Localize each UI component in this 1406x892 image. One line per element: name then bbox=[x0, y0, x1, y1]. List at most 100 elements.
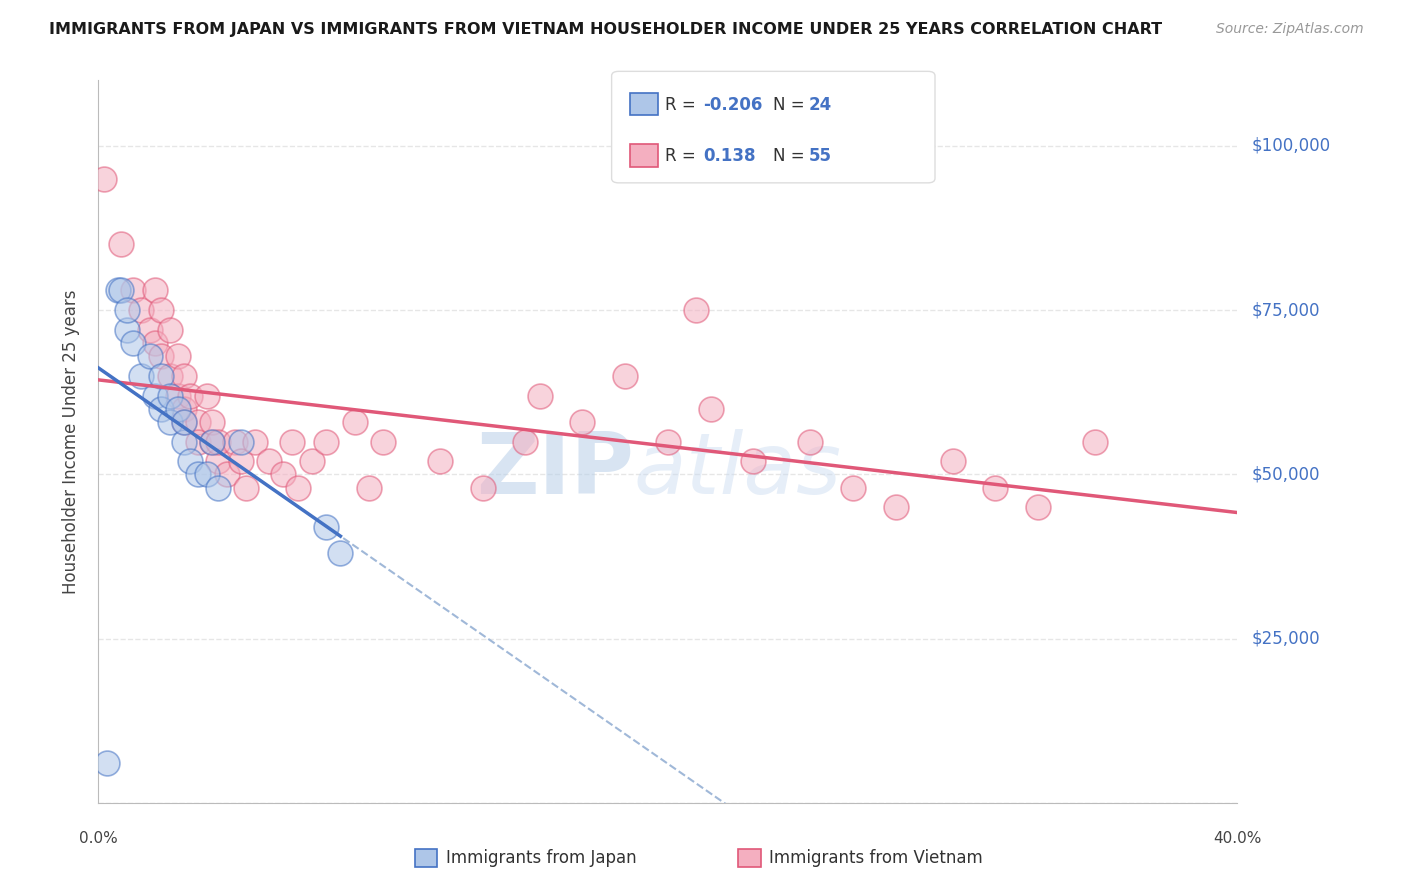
Point bbox=[984, 481, 1007, 495]
Text: ZIP: ZIP bbox=[477, 429, 634, 512]
Point bbox=[207, 454, 229, 468]
Point bbox=[179, 388, 201, 402]
Point bbox=[173, 401, 195, 416]
Point bbox=[315, 520, 337, 534]
Point bbox=[842, 481, 865, 495]
Point bbox=[110, 284, 132, 298]
Point bbox=[657, 434, 679, 449]
Point bbox=[121, 284, 143, 298]
Point bbox=[471, 481, 494, 495]
Point bbox=[1084, 434, 1107, 449]
Point bbox=[173, 434, 195, 449]
Point bbox=[195, 388, 218, 402]
Point bbox=[173, 368, 195, 383]
Point bbox=[343, 415, 366, 429]
Point bbox=[115, 303, 138, 318]
Point bbox=[115, 323, 138, 337]
Point bbox=[329, 546, 352, 560]
Point bbox=[259, 454, 281, 468]
Text: $75,000: $75,000 bbox=[1251, 301, 1320, 319]
Point bbox=[571, 415, 593, 429]
Point bbox=[167, 388, 190, 402]
Point bbox=[373, 434, 395, 449]
Point bbox=[167, 401, 190, 416]
Point bbox=[243, 434, 266, 449]
Point bbox=[110, 237, 132, 252]
Text: 55: 55 bbox=[808, 147, 831, 165]
Point bbox=[281, 434, 304, 449]
Text: R =: R = bbox=[665, 95, 702, 113]
Point bbox=[159, 388, 181, 402]
Text: 0.0%: 0.0% bbox=[79, 830, 118, 846]
Point bbox=[207, 434, 229, 449]
Text: $100,000: $100,000 bbox=[1251, 137, 1330, 155]
Point bbox=[229, 454, 252, 468]
Point bbox=[145, 336, 167, 351]
Point bbox=[159, 415, 181, 429]
Point bbox=[201, 434, 224, 449]
Point bbox=[515, 434, 537, 449]
Point bbox=[273, 467, 295, 482]
Point bbox=[201, 415, 224, 429]
Point bbox=[287, 481, 309, 495]
Point bbox=[357, 481, 380, 495]
Point bbox=[187, 415, 209, 429]
Text: Immigrants from Japan: Immigrants from Japan bbox=[446, 849, 637, 867]
Point bbox=[699, 401, 721, 416]
Text: $50,000: $50,000 bbox=[1251, 466, 1320, 483]
Point bbox=[685, 303, 707, 318]
Point bbox=[187, 467, 209, 482]
Point bbox=[167, 349, 190, 363]
Point bbox=[107, 284, 129, 298]
Point bbox=[799, 434, 821, 449]
Point bbox=[173, 415, 195, 429]
Point bbox=[1026, 500, 1049, 515]
Point bbox=[159, 323, 181, 337]
Text: -0.206: -0.206 bbox=[703, 95, 762, 113]
Point bbox=[195, 467, 218, 482]
Text: 40.0%: 40.0% bbox=[1213, 830, 1261, 846]
Text: $25,000: $25,000 bbox=[1251, 630, 1320, 648]
Point bbox=[884, 500, 907, 515]
Text: Source: ZipAtlas.com: Source: ZipAtlas.com bbox=[1216, 22, 1364, 37]
Point bbox=[173, 415, 195, 429]
Point bbox=[207, 481, 229, 495]
Point bbox=[138, 349, 160, 363]
Point bbox=[145, 388, 167, 402]
Text: 0.138: 0.138 bbox=[703, 147, 755, 165]
Point bbox=[235, 481, 257, 495]
Point bbox=[179, 454, 201, 468]
Point bbox=[145, 284, 167, 298]
Text: N =: N = bbox=[773, 147, 810, 165]
Point bbox=[187, 434, 209, 449]
Point bbox=[429, 454, 451, 468]
Point bbox=[150, 303, 173, 318]
Point bbox=[201, 434, 224, 449]
Point bbox=[742, 454, 765, 468]
Text: R =: R = bbox=[665, 147, 702, 165]
Point bbox=[229, 434, 252, 449]
Point bbox=[96, 756, 118, 771]
Point bbox=[614, 368, 637, 383]
Point bbox=[942, 454, 965, 468]
Y-axis label: Householder Income Under 25 years: Householder Income Under 25 years bbox=[62, 289, 80, 594]
Text: Immigrants from Vietnam: Immigrants from Vietnam bbox=[769, 849, 983, 867]
Point bbox=[93, 171, 115, 186]
Text: atlas: atlas bbox=[634, 429, 842, 512]
Point bbox=[224, 434, 246, 449]
Text: 24: 24 bbox=[808, 95, 832, 113]
Point bbox=[150, 401, 173, 416]
Point bbox=[138, 323, 160, 337]
Point bbox=[150, 368, 173, 383]
Point bbox=[121, 336, 143, 351]
Point bbox=[529, 388, 551, 402]
Point bbox=[315, 434, 337, 449]
Text: N =: N = bbox=[773, 95, 810, 113]
Text: IMMIGRANTS FROM JAPAN VS IMMIGRANTS FROM VIETNAM HOUSEHOLDER INCOME UNDER 25 YEA: IMMIGRANTS FROM JAPAN VS IMMIGRANTS FROM… bbox=[49, 22, 1163, 37]
Point bbox=[129, 368, 152, 383]
Point bbox=[301, 454, 323, 468]
Point bbox=[129, 303, 152, 318]
Point bbox=[215, 467, 238, 482]
Point bbox=[159, 368, 181, 383]
Point bbox=[150, 349, 173, 363]
